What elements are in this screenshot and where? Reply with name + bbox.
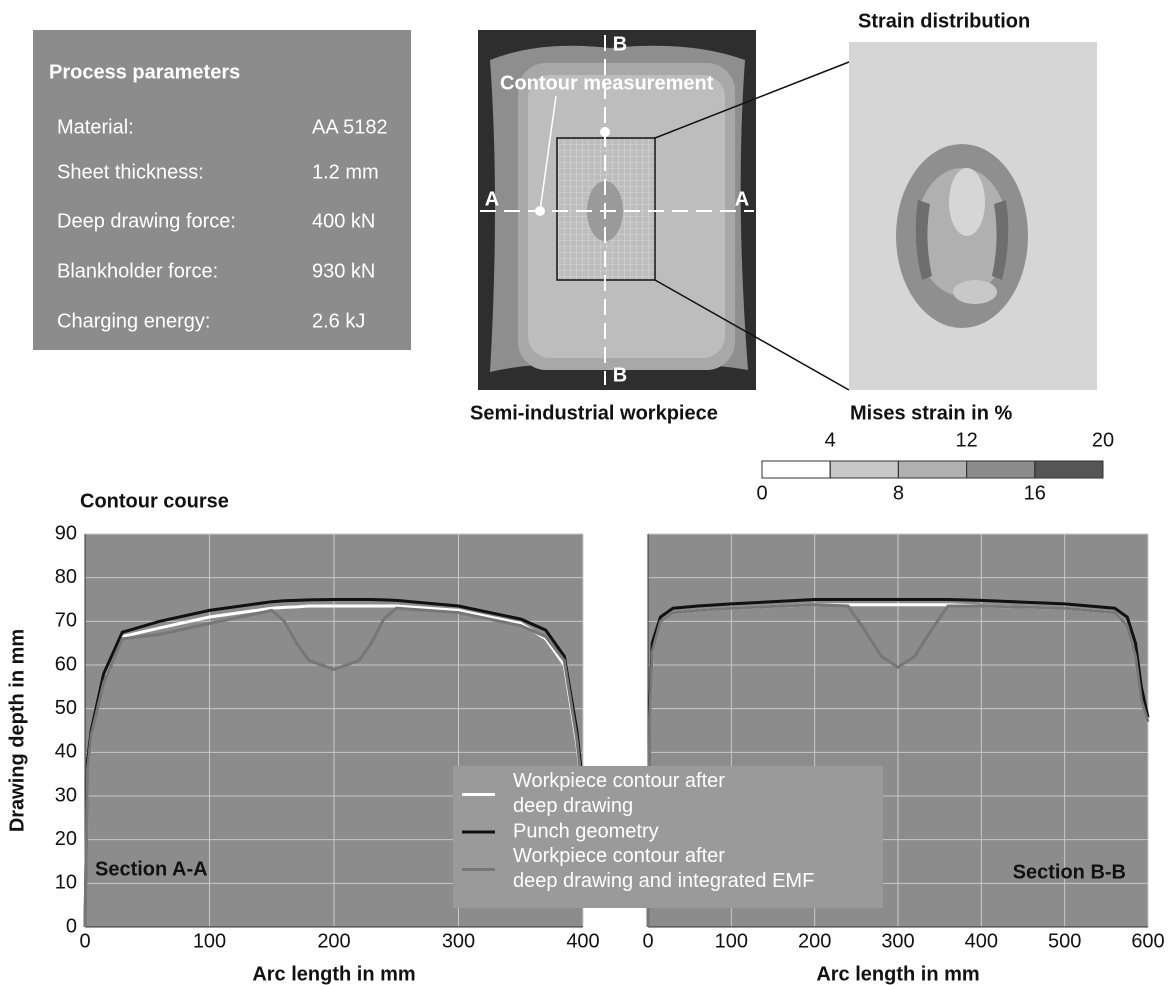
chart-title: Contour course xyxy=(80,490,229,512)
x-axis-label: Arc length in mm xyxy=(252,963,415,985)
x-tick-label: 500 xyxy=(1048,930,1081,952)
y-tick-label: 30 xyxy=(55,784,77,806)
section-label: B xyxy=(613,33,627,55)
parameter-value: 1.2 mm xyxy=(312,161,379,183)
y-tick-label: 40 xyxy=(55,741,77,763)
x-tick-label: 600 xyxy=(1131,930,1164,952)
colorbar-tick-label: 12 xyxy=(955,429,977,451)
section-label: B xyxy=(613,364,627,386)
strain-caption: Mises strain in % xyxy=(850,402,1012,424)
x-axis-label: Arc length in mm xyxy=(816,963,979,985)
parameter-title: Process parameters xyxy=(49,61,240,83)
y-axis-label: Drawing depth in mm xyxy=(6,629,28,832)
parameter-label: Deep drawing force: xyxy=(57,210,236,232)
colorbar-tick-label: 8 xyxy=(893,482,904,504)
y-tick-label: 50 xyxy=(55,697,77,719)
colorbar-tick-label: 20 xyxy=(1092,429,1114,451)
overlay-label: Contour measurement xyxy=(500,72,714,94)
parameter-label: Charging energy: xyxy=(57,310,210,332)
y-tick-label: 0 xyxy=(66,915,77,937)
section-annotation: Section B-B xyxy=(1013,861,1126,883)
parameter-value: AA 5182 xyxy=(312,116,388,138)
x-tick-label: 400 xyxy=(965,930,998,952)
x-tick-label: 300 xyxy=(442,930,475,952)
colorbar-segment xyxy=(967,461,1035,478)
y-tick-label: 20 xyxy=(55,828,77,850)
photo-caption: Semi-industrial workpiece xyxy=(470,402,718,424)
figure: Process parameters Material: AA 5182 Sheet… xyxy=(0,0,1173,985)
y-tick-label: 80 xyxy=(55,566,77,588)
section-annotation: Section A-A xyxy=(95,858,208,880)
colorbar-segment xyxy=(762,461,830,478)
colorbar-tick-label: 0 xyxy=(756,482,767,504)
colorbar-segment xyxy=(1035,461,1103,478)
section-label: A xyxy=(735,188,749,210)
y-tick-label: 10 xyxy=(55,872,77,894)
x-tick-label: 100 xyxy=(715,930,748,952)
y-tick-label: 70 xyxy=(55,610,77,632)
parameter-label: Blankholder force: xyxy=(57,260,218,282)
strain-image xyxy=(849,42,1097,390)
x-tick-label: 0 xyxy=(79,930,90,952)
parameter-label: Material: xyxy=(57,116,134,138)
parameter-value: 930 kN xyxy=(312,260,375,282)
parameter-value: 400 kN xyxy=(312,210,375,232)
x-tick-label: 0 xyxy=(642,930,653,952)
colorbar-tick-label: 4 xyxy=(825,429,836,451)
x-tick-label: 300 xyxy=(881,930,914,952)
x-tick-label: 200 xyxy=(317,930,350,952)
colorbar-segment xyxy=(830,461,898,478)
x-tick-label: 200 xyxy=(798,930,831,952)
parameter-value: 2.6 kJ xyxy=(312,310,365,332)
y-tick-label: 90 xyxy=(55,522,77,544)
colorbar-tick-label: 16 xyxy=(1024,482,1046,504)
x-tick-label: 100 xyxy=(193,930,226,952)
colorbar: 0 4 8 12 16 20 xyxy=(756,429,1114,504)
charts: 0 10 20 30 40 50 60 70 80 90 0 100 200 300 400 Arc leng… xyxy=(6,490,1164,985)
legend-label: Punch geometry xyxy=(513,820,659,842)
y-tick-label: 60 xyxy=(55,653,77,675)
strain-title: Strain distribution xyxy=(858,10,1030,32)
x-tick-label: 400 xyxy=(566,930,599,952)
section-label: A xyxy=(485,188,499,210)
parameter-label: Sheet thickness: xyxy=(57,161,204,183)
colorbar-segment xyxy=(898,461,966,478)
